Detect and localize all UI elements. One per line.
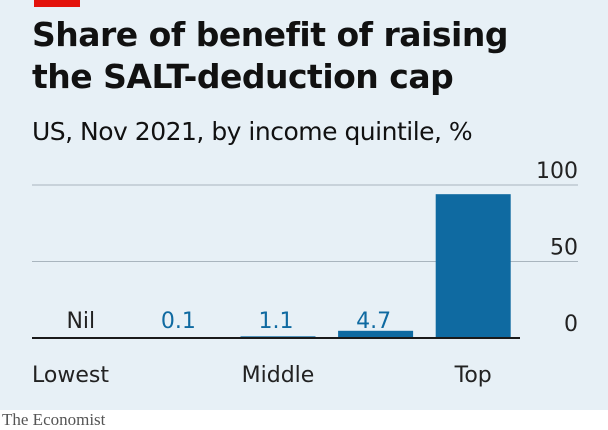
chart-title-line1: Share of benefit of raising bbox=[32, 15, 508, 54]
bar-3 bbox=[338, 330, 414, 338]
data-label-1: 0.1 bbox=[161, 309, 196, 334]
data-label-2: 1.1 bbox=[259, 309, 294, 334]
chart-title-line2: the SALT-deduction cap bbox=[32, 57, 454, 96]
y-tick-label-100: 100 bbox=[536, 159, 578, 184]
x-tick-label-0: Lowest bbox=[32, 363, 109, 388]
data-label-3: 4.7 bbox=[356, 309, 391, 334]
bar-chart: 0 50 100 Nil Lowest 0.1 1.1 Middle 4.7 Top bbox=[32, 159, 578, 388]
x-tick-label-4: Top bbox=[454, 363, 492, 388]
brand-tab bbox=[34, 0, 80, 7]
y-tick-label-0: 0 bbox=[564, 312, 578, 337]
data-label-0: Nil bbox=[66, 309, 95, 334]
chart-title: Share of benefit of raising the SALT-ded… bbox=[32, 14, 592, 98]
source-note: The Economist bbox=[2, 410, 106, 429]
bar-4 bbox=[435, 194, 511, 338]
x-tick-label-2: Middle bbox=[242, 363, 315, 388]
chart-subtitle: US, Nov 2021, by income quintile, % bbox=[32, 117, 473, 146]
y-tick-label-50: 50 bbox=[550, 236, 578, 261]
